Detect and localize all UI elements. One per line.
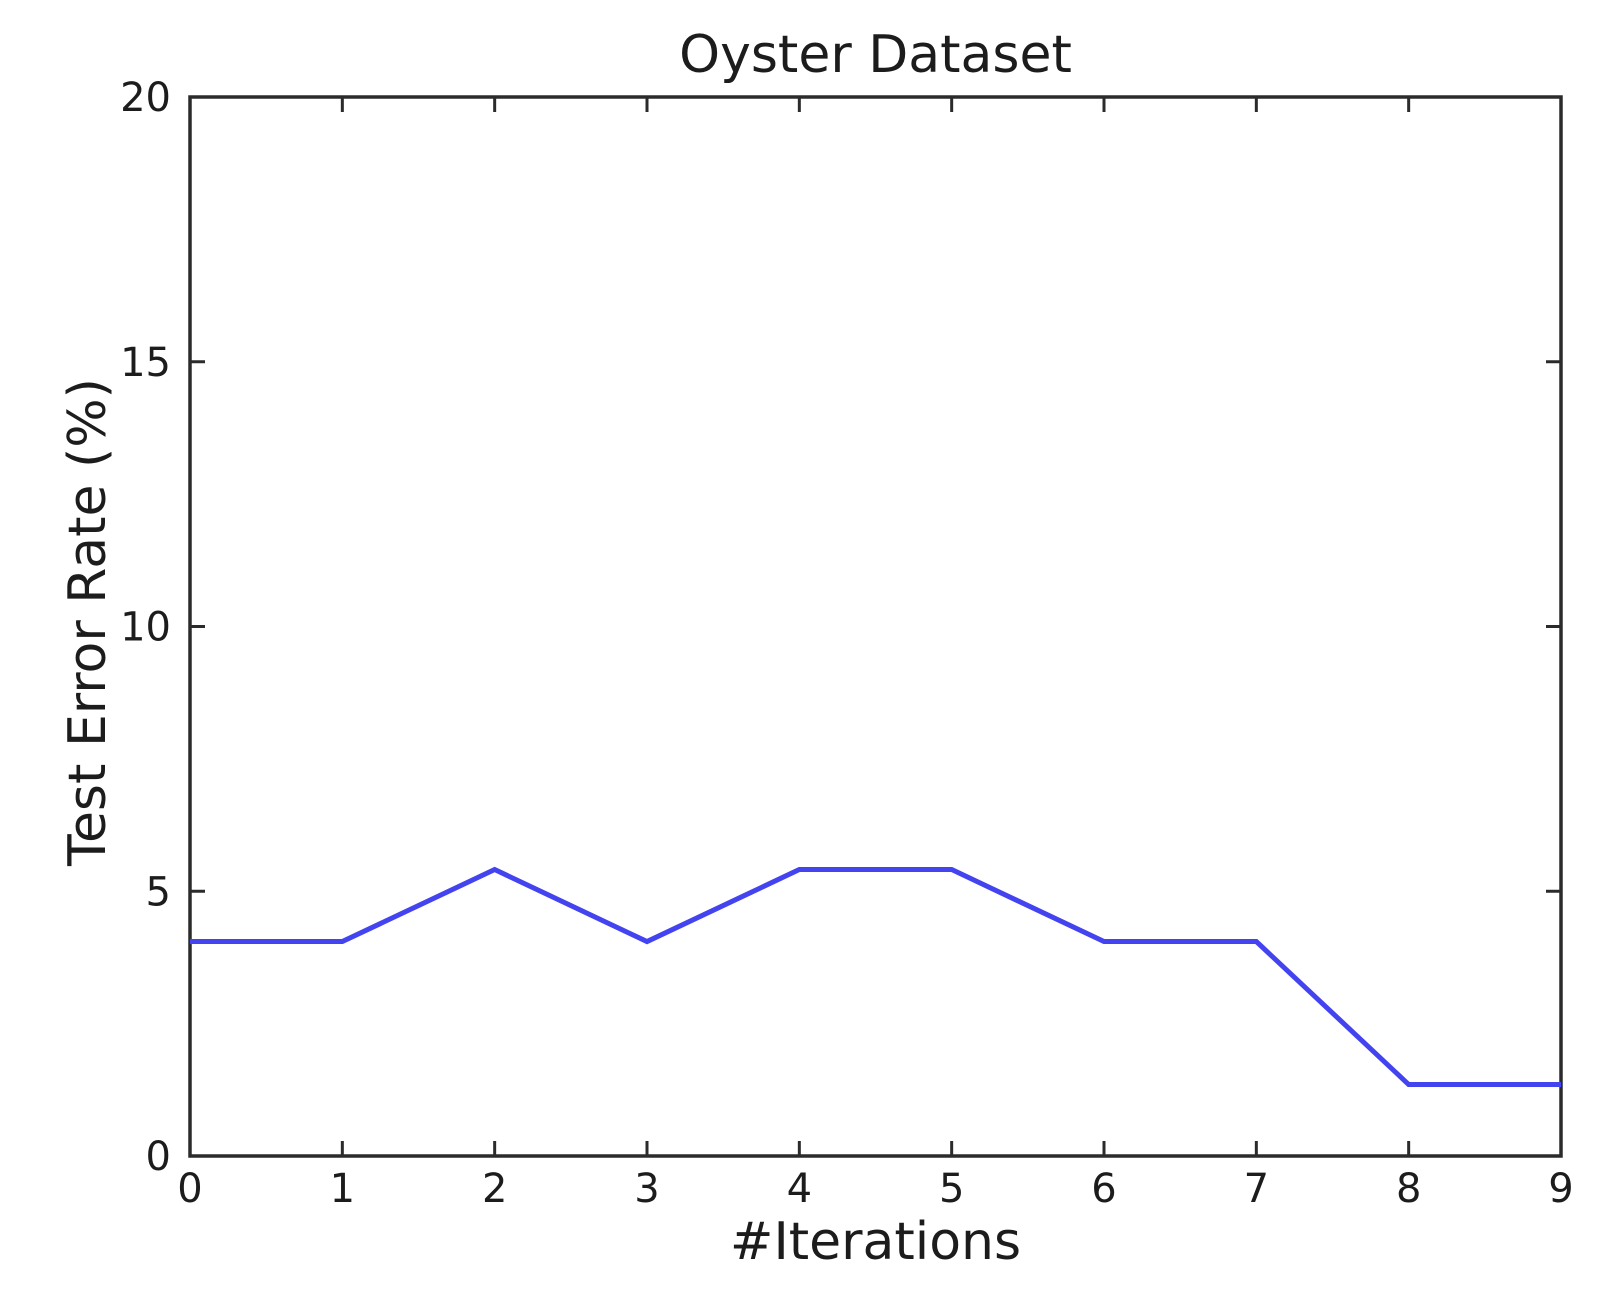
x-tick-label: 3	[634, 1166, 659, 1212]
axes-frame	[188, 95, 1563, 1158]
x-tick-label: 4	[787, 1166, 812, 1212]
series-line-0	[190, 866, 1561, 1088]
chart-title: Oyster Dataset	[679, 25, 1072, 85]
x-tick-label: 9	[1548, 1166, 1573, 1212]
y-tick-label: 15	[120, 340, 171, 386]
y-tick-label: 20	[120, 75, 171, 121]
x-tick-label: 2	[482, 1166, 507, 1212]
x-tick-label: 0	[177, 1166, 202, 1212]
x-tick-label: 1	[330, 1166, 355, 1212]
x-tick-label: 6	[1091, 1166, 1116, 1212]
x-tick-label: 5	[939, 1166, 964, 1212]
y-tick-label: 10	[120, 605, 171, 651]
y-tick-label: 0	[146, 1134, 171, 1180]
x-tick-label: 8	[1396, 1166, 1421, 1212]
x-tick-label: 7	[1244, 1166, 1269, 1212]
y-tick-label: 5	[146, 869, 171, 915]
x-axis-label: #Iterations	[729, 1212, 1022, 1272]
